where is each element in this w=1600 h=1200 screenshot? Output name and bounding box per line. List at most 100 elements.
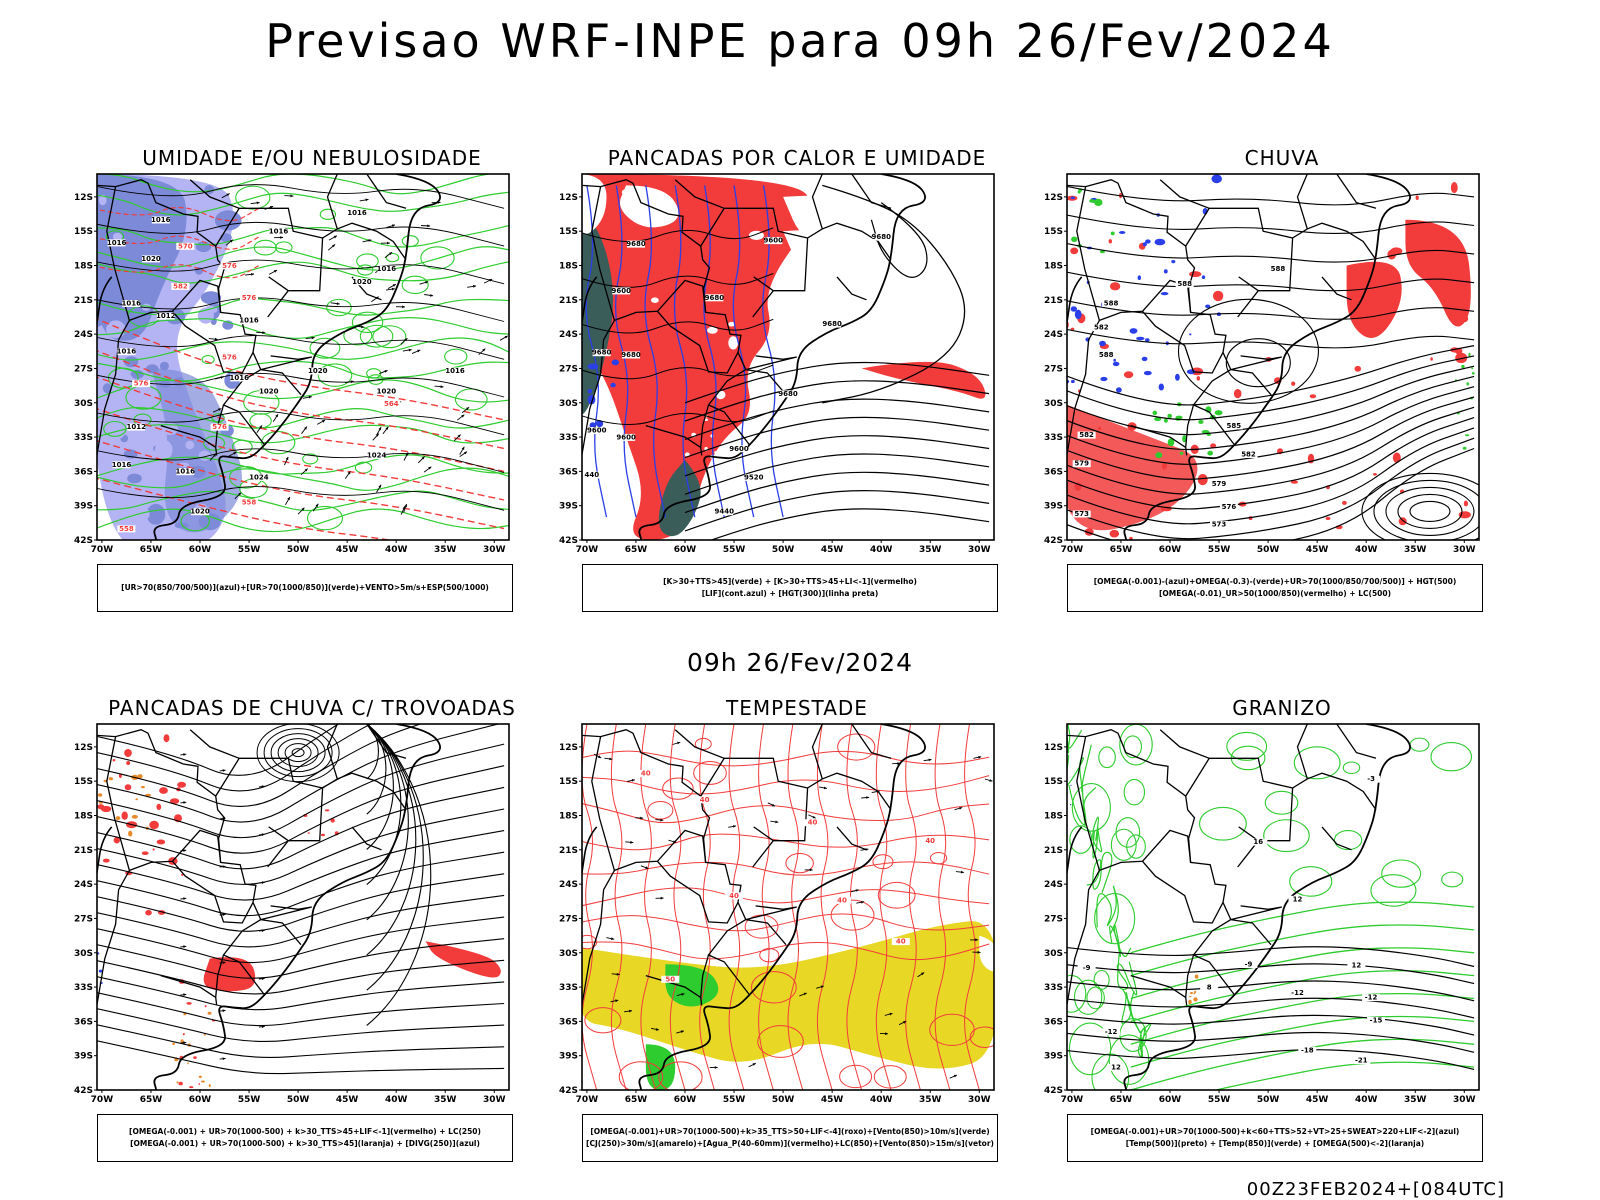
rain-cell-blue — [1211, 174, 1222, 184]
coastline — [97, 276, 113, 328]
map-layer: 9680 9600 9680 9600 9680 9680 9680 9680 9680 9600… — [582, 174, 994, 540]
contour-label: 576 — [1222, 503, 1237, 511]
streamline — [97, 1008, 505, 1042]
height-contour — [684, 435, 990, 477]
wind-vector — [898, 1020, 907, 1026]
wind-vector — [728, 825, 737, 828]
temp-850-contour — [1289, 866, 1333, 897]
country-border — [1067, 870, 1100, 1009]
contour-label: 588 — [1271, 265, 1286, 273]
map-layer: 40 40 40 40 40 40 50 40 — [582, 724, 994, 1090]
wind-vector — [850, 889, 859, 893]
lon-tick-label: 60W — [674, 545, 697, 555]
country-border — [645, 424, 702, 448]
legend-line: [CJ(250)>30m/s](amarelo)+[Agua_P(40-60mm… — [586, 1139, 994, 1148]
height-contour — [1067, 365, 1475, 436]
temp-850-contour — [1067, 974, 1087, 1013]
lon-tick-label: 40W — [385, 545, 408, 555]
height-contour — [1067, 386, 1475, 465]
country-border — [851, 724, 892, 759]
country-border — [811, 724, 823, 780]
wind-vector — [655, 818, 664, 822]
rain-cell-blue — [1158, 383, 1164, 391]
lon-tick-label: 30W — [1453, 545, 1476, 555]
temp-850-contour — [1264, 790, 1299, 815]
rain-cell-blue — [1070, 196, 1075, 200]
temp-500-contour — [1067, 997, 1475, 1019]
rain-cell — [1387, 249, 1396, 260]
storm-cell — [204, 1005, 207, 1008]
country-border — [752, 772, 892, 868]
country-border — [1130, 974, 1187, 998]
lat-tick-label: 15S — [559, 777, 578, 787]
lifted-condensation-contour — [582, 941, 990, 961]
lon-tick-label: 65W — [140, 545, 163, 555]
humidity-low-level-contour — [97, 246, 509, 271]
map-layer: 588 588 588 582 588 585 582 582 579 579 576 573 573 — [1067, 174, 1479, 540]
coastline — [97, 826, 113, 878]
omega-cell — [1189, 995, 1192, 998]
rain-cell — [1415, 195, 1419, 200]
unstable-green-area — [582, 211, 614, 415]
valid-time-label: 09h 26/Fev/2024 — [686, 648, 914, 677]
storm-cell — [170, 798, 180, 804]
height-contour — [582, 318, 774, 334]
pressure-contour — [97, 297, 505, 322]
wind-vector — [625, 840, 634, 844]
country-border — [268, 826, 289, 842]
lat-tick-label: 21S — [559, 846, 578, 856]
lat-tick-label: 30S — [1044, 399, 1063, 409]
rain-cell — [1450, 182, 1458, 194]
wind-vector — [816, 985, 825, 989]
humidity-low-level-contour — [351, 311, 384, 334]
rain-cell-blue — [1141, 356, 1148, 362]
country-border — [260, 355, 312, 396]
storm-cell — [181, 873, 184, 876]
height-contour — [1067, 437, 1475, 540]
lon-tick-label: 35W — [434, 545, 457, 555]
streamline-arrow — [219, 961, 226, 965]
rain-cell-blue — [1163, 269, 1168, 274]
lifted-condensation-contour — [582, 887, 990, 907]
humidity-low-level-contour — [97, 191, 509, 216]
country-border — [267, 772, 407, 868]
wind-vector — [804, 868, 813, 872]
streamline-arrow — [219, 865, 226, 868]
wind-vector — [395, 305, 406, 309]
contour-label-bg — [377, 388, 396, 396]
storm-cell — [124, 749, 132, 757]
lon-tick-label: 70W — [91, 545, 114, 555]
country-border — [582, 320, 615, 459]
humidity-cell — [97, 444, 111, 452]
contour-label-bg — [249, 473, 268, 481]
lifted-condensation-contour — [582, 775, 990, 795]
legend-line: [OMEGA(-0.001)-(azul)+OMEGA(-0.3)-(verde… — [1093, 577, 1457, 586]
contour-label-bg — [352, 278, 371, 286]
humidity-low-level-contour — [97, 467, 509, 491]
contour-label: 12 — [1293, 895, 1303, 903]
country-border — [1142, 310, 1224, 374]
lon-tick-label: 40W — [1355, 545, 1378, 555]
contour-label: 1016 — [239, 317, 259, 325]
wind-vector — [676, 1030, 685, 1034]
contour-label: 9440 — [714, 508, 734, 516]
main-title: Previsao WRF-INPE para 09h 26/Fev/2024 — [265, 14, 1335, 68]
contour-label-bg — [382, 400, 401, 408]
lifted-condensation-contour — [582, 803, 990, 824]
wind-vector — [284, 194, 294, 198]
lat-tick-label: 18S — [1044, 812, 1063, 822]
storm-cell — [100, 805, 112, 813]
contour-label: -9 — [1245, 961, 1253, 969]
legend-box: [OMEGA(-0.001)+UR>70(1000-500)+k>35_TTS>… — [582, 1114, 998, 1162]
streamline — [291, 748, 305, 758]
plot-frame — [581, 723, 995, 1091]
temp-850-contour — [1441, 871, 1464, 888]
coastline — [582, 826, 598, 878]
map-plot: 9680 9600 9680 9600 9680 9680 9680 9680 9680 9600… — [559, 173, 995, 555]
humidity-cell — [178, 462, 190, 468]
wind-vector — [453, 434, 461, 442]
lifted-condensation-contour — [662, 777, 694, 800]
streamline-arrow — [180, 897, 187, 900]
temp-850-contour — [1342, 761, 1361, 775]
temp-850-contour — [1094, 893, 1136, 945]
